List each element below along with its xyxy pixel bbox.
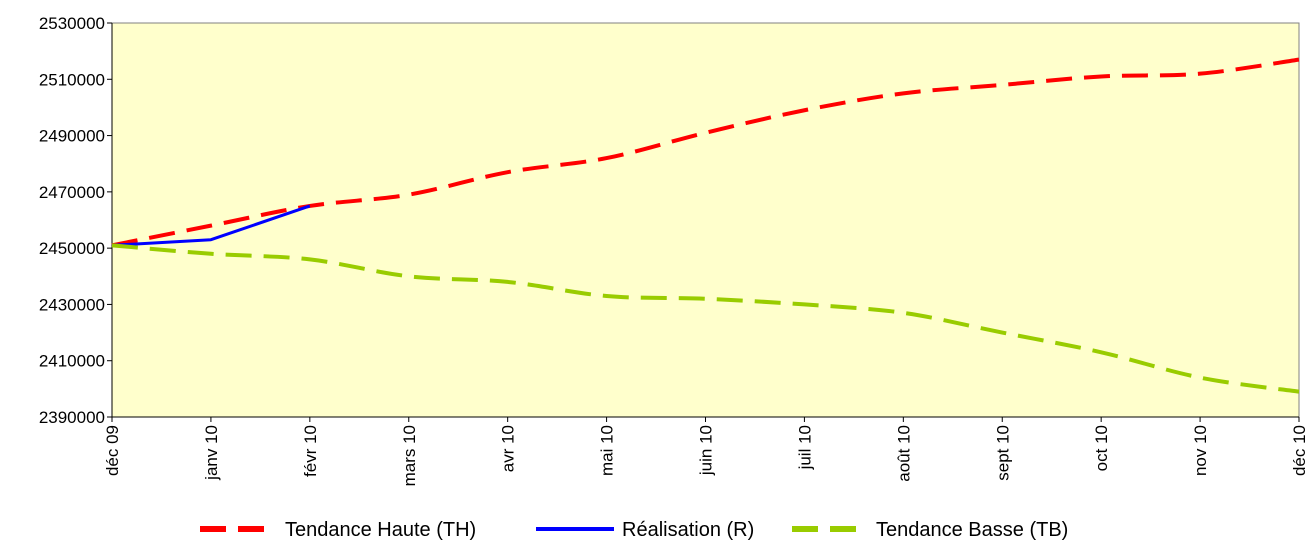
x-tick-label: mars 10: [400, 425, 419, 486]
y-tick-label: 2450000: [39, 239, 105, 258]
x-tick-label: nov 10: [1191, 425, 1210, 476]
x-tick-label: oct 10: [1092, 425, 1111, 471]
plot-area: [111, 22, 1300, 418]
series-line-2: [111, 204, 311, 247]
legend-label: Tendance Haute (TH): [285, 519, 476, 541]
y-tick-label: 2390000: [39, 408, 105, 427]
y-tick-label: 2410000: [39, 352, 105, 371]
y-tick-label: 2490000: [39, 127, 105, 146]
x-tick-label: avr 10: [499, 425, 518, 472]
x-tick-label: janv 10: [202, 425, 221, 481]
y-tick-label: 2530000: [39, 14, 105, 33]
series-line-3: [111, 243, 1300, 394]
y-tick-label: 2470000: [39, 183, 105, 202]
x-tick-label: déc 10: [1290, 425, 1308, 476]
y-tick-label: 2510000: [39, 70, 105, 89]
y-tick-label: 2430000: [39, 295, 105, 314]
legend-label: Réalisation (R): [622, 519, 754, 541]
x-tick-label: juin 10: [697, 425, 716, 476]
x-tick-label: déc 09: [103, 425, 122, 476]
x-tick-label: août 10: [894, 425, 913, 482]
x-tick-label: févr 10: [301, 425, 320, 477]
x-tick-label: sept 10: [993, 425, 1012, 481]
x-tick-label: mai 10: [598, 425, 617, 476]
x-tick-label: juil 10: [795, 425, 814, 470]
legend-label: Tendance Basse (TB): [876, 519, 1068, 541]
